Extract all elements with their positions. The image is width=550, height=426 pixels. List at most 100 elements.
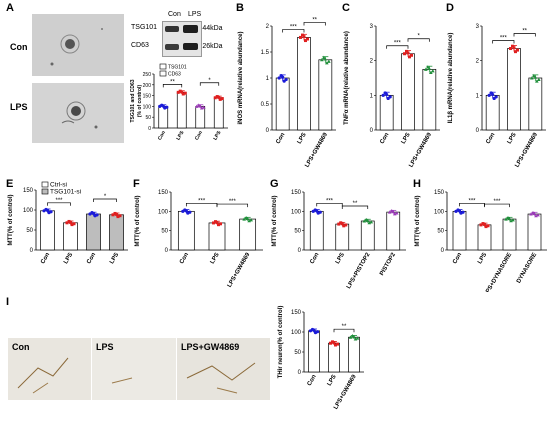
y-tick-label-i-bar-2: 100 bbox=[291, 330, 302, 336]
y-tick-label-a-inset-2: 100 bbox=[143, 104, 152, 110]
blot-size-26kda: -26kDa bbox=[200, 43, 223, 50]
micrograph-i-label-lps-gw4869: LPS+GW4869 bbox=[181, 342, 240, 352]
x-tick-label-e-3: LPS bbox=[109, 252, 120, 265]
data-point-f-0-3 bbox=[183, 208, 187, 212]
panel-letter-e: E bbox=[6, 178, 14, 190]
data-point-f-2-0 bbox=[242, 217, 246, 221]
panel-letter-g: G bbox=[270, 178, 279, 190]
data-point-a-inset-1-3 bbox=[178, 89, 182, 93]
data-point-a-inset-3-4 bbox=[218, 97, 222, 101]
blot-band-tsg101-con bbox=[165, 26, 179, 32]
data-point-c-1-2 bbox=[410, 53, 413, 57]
data-point-g-2-2 bbox=[369, 220, 374, 224]
sig-bracket-b-1 bbox=[303, 22, 326, 26]
sig-label-f-1: *** bbox=[229, 199, 237, 205]
y-tick-label-g-3: 150 bbox=[291, 190, 302, 196]
data-point-h-3-2 bbox=[536, 213, 540, 217]
sig-bracket-e-0 bbox=[47, 202, 71, 206]
x-tick-label-a-inset-1: LPS bbox=[175, 129, 185, 141]
chart-h-mtt-dynasore: 0 50 100 150 MTT(% of control) Con LPSLPS+DYNA… bbox=[415, 190, 547, 292]
y-tick-label-e-1: 50 bbox=[26, 228, 33, 234]
data-point-c-0-4 bbox=[386, 96, 390, 101]
micrograph-label-con: Con bbox=[10, 42, 28, 52]
data-point-d-2-2 bbox=[537, 77, 541, 82]
sig-label-d-0: *** bbox=[500, 36, 508, 42]
y-label-g: MTT(% of control) bbox=[272, 196, 278, 247]
data-point-i-bar-1-0 bbox=[329, 341, 332, 345]
panel-letter-i: I bbox=[6, 296, 10, 308]
y-tick-label-b-0: 0 bbox=[266, 128, 270, 134]
data-point-f-2-2 bbox=[249, 218, 253, 222]
data-point-d-2-0 bbox=[530, 76, 534, 80]
x-tick-label-d-1: LPS bbox=[507, 132, 518, 145]
data-point-c-2-3 bbox=[426, 65, 430, 69]
sig-label-c-1: * bbox=[417, 34, 420, 40]
sig-bracket-i-bar-0 bbox=[333, 328, 355, 333]
bar-c-2 bbox=[422, 68, 437, 131]
y-label-d: IL1β mRNA(relative abundance) bbox=[448, 33, 454, 124]
data-point-a-inset-1-4 bbox=[181, 92, 185, 96]
chart-c-tnfa: 0 1 2 3 TNFα mRNA(relative abundance) Con LPSL… bbox=[344, 24, 440, 169]
x-tick-label-f-1: LPS bbox=[210, 252, 221, 265]
x-tick-label-h-2: LPS+DYNASORE bbox=[483, 252, 513, 292]
y-tick-label-h-1: 50 bbox=[437, 229, 444, 235]
sig-bracket-h-1 bbox=[484, 203, 510, 208]
y-tick-label-a-inset-0: 0 bbox=[148, 126, 151, 132]
legend-swatch-a-inset-1 bbox=[159, 70, 167, 77]
panel-letter-c: C bbox=[342, 2, 350, 14]
data-point-d-1-2 bbox=[516, 48, 519, 52]
y-tick-label-g-0: 0 bbox=[298, 248, 302, 254]
y-tick-label-e-2: 100 bbox=[23, 208, 34, 214]
x-tick-label-a-inset-0: Con bbox=[157, 130, 167, 141]
panel-letter-d: D bbox=[446, 2, 454, 14]
x-tick-label-a-inset-3: LPS bbox=[212, 129, 222, 141]
data-point-i-bar-1-3 bbox=[331, 340, 334, 344]
y-label-c: TNFα mRNA(relative abundance) bbox=[344, 31, 350, 125]
panel-letter-f: F bbox=[133, 178, 140, 190]
data-point-e-3-3 bbox=[113, 211, 117, 215]
data-point-a-inset-1-2 bbox=[183, 91, 187, 95]
micrograph-i-con bbox=[8, 338, 91, 400]
y-tick-label-b-4: 2 bbox=[266, 24, 270, 30]
x-tick-label-g-3: PISTOP2 bbox=[379, 251, 397, 276]
sig-bracket-f-1 bbox=[216, 203, 249, 208]
data-point-h-3-3 bbox=[531, 210, 535, 215]
y-tick-label-a-inset-3: 150 bbox=[143, 94, 152, 100]
data-point-g-2-1 bbox=[365, 218, 370, 223]
data-point-b-0-4 bbox=[282, 79, 286, 83]
sig-bracket-c-0 bbox=[386, 45, 409, 49]
data-point-f-1-0 bbox=[212, 221, 215, 225]
data-point-d-0-4 bbox=[492, 96, 496, 101]
x-tick-label-g-1: LPS bbox=[335, 252, 346, 265]
data-point-b-1-0 bbox=[299, 35, 302, 39]
y-tick-label-c-2: 2 bbox=[370, 59, 374, 65]
micrograph-lps bbox=[32, 83, 124, 143]
bar-e-2 bbox=[86, 213, 101, 251]
x-tick-label-b-0: Con bbox=[275, 132, 286, 145]
bar-e-1 bbox=[63, 222, 78, 251]
data-point-g-1-3 bbox=[339, 221, 343, 225]
data-point-a-inset-2-0 bbox=[194, 104, 199, 108]
data-point-g-2-3 bbox=[364, 217, 369, 222]
data-point-f-0-4 bbox=[186, 211, 190, 215]
data-point-b-2-2 bbox=[327, 59, 331, 63]
chart-g-mtt-pistop2: 0 50 100 150 MTT(% of control) Con LPS LPS+PIST… bbox=[272, 190, 406, 290]
data-point-b-1-4 bbox=[304, 39, 307, 43]
legend-label-a-inset-1: CD63 bbox=[168, 72, 181, 78]
data-point-h-1-0 bbox=[479, 223, 483, 227]
bar-b-2 bbox=[318, 59, 333, 131]
chart-i-thir-neuron: 0 50 100 150 THir neuron(% of control) Con LPS… bbox=[278, 306, 364, 411]
data-point-e-0-3 bbox=[44, 207, 48, 212]
y-tick-label-h-0: 0 bbox=[441, 248, 445, 254]
blot-band-tsg101-lps bbox=[183, 25, 198, 33]
micrograph-con bbox=[32, 14, 124, 76]
data-point-e-2-3 bbox=[90, 211, 94, 215]
bar-c-0 bbox=[379, 94, 394, 131]
chart-f-mtt-gw4869: 0 50 100 150 MTT(% of control) Con LPS LPS+GW48… bbox=[135, 190, 263, 289]
sig-label-b-0: *** bbox=[290, 24, 298, 30]
data-point-d-2-4 bbox=[535, 79, 539, 83]
y-tick-label-h-3: 150 bbox=[434, 190, 445, 196]
chart-d-il1b: 0 1 2 3 IL1β mRNA(relative abundance) Con LPSL… bbox=[448, 24, 546, 169]
data-point-d-1-3 bbox=[511, 44, 514, 48]
data-point-g-0-4 bbox=[316, 211, 320, 215]
